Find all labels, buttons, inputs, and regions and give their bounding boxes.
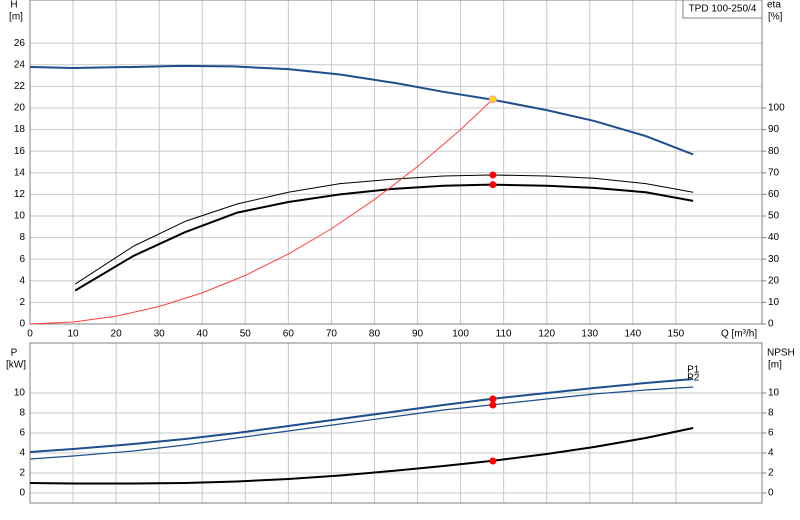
x-tick-label: 60 bbox=[283, 329, 295, 340]
series-line bbox=[29, 96, 496, 325]
x-tick-label: 120 bbox=[538, 329, 555, 340]
chart-title: TPD 100-250/4 bbox=[689, 4, 757, 15]
duty-point bbox=[489, 171, 497, 179]
x-tick-label: 90 bbox=[412, 329, 424, 340]
series-line bbox=[29, 378, 694, 453]
y2-axis-unit: [%] bbox=[768, 12, 783, 23]
y-tick-label: 6 bbox=[19, 428, 25, 439]
y2-tick-label: 60 bbox=[768, 189, 780, 200]
y2-axis-unit: [m] bbox=[768, 360, 782, 371]
x-tick-label: 110 bbox=[496, 329, 512, 340]
y2-tick-label: 50 bbox=[768, 211, 780, 222]
y2-tick-label: 100 bbox=[768, 103, 785, 114]
x-tick-label: 10 bbox=[67, 329, 79, 340]
plot-frame bbox=[29, 342, 763, 504]
y2-axis-label: NPSH bbox=[767, 348, 795, 359]
y2-tick-label: 10 bbox=[768, 388, 780, 399]
y-tick-label: 4 bbox=[19, 275, 25, 286]
x-tick-label: 150 bbox=[668, 329, 685, 340]
y-tick-label: 2 bbox=[19, 297, 25, 308]
y-tick-label: 16 bbox=[14, 146, 26, 157]
y2-tick-label: 2 bbox=[768, 468, 774, 479]
x-tick-label: 140 bbox=[624, 329, 641, 340]
y2-tick-label: 90 bbox=[768, 124, 780, 135]
y-tick-label: 22 bbox=[14, 81, 26, 92]
series-label: P1 bbox=[687, 365, 700, 376]
plot-frame bbox=[29, 0, 763, 325]
series-line bbox=[74, 183, 694, 292]
y2-tick-label: 10 bbox=[768, 297, 780, 308]
x-tick-label: 50 bbox=[240, 329, 252, 340]
y-tick-label: 0 bbox=[19, 319, 25, 330]
x-tick-label: 80 bbox=[369, 329, 381, 340]
y2-tick-label: 80 bbox=[768, 146, 780, 157]
title-box bbox=[682, 0, 763, 19]
x-tick-label: 40 bbox=[197, 329, 209, 340]
duty-point bbox=[488, 95, 497, 104]
y-tick-label: 14 bbox=[14, 167, 26, 178]
y-axis-unit: [kW] bbox=[6, 360, 26, 371]
series-line bbox=[29, 386, 694, 460]
y-tick-label: 26 bbox=[14, 38, 26, 49]
y-tick-label: 8 bbox=[19, 232, 25, 243]
y-tick-label: 0 bbox=[19, 488, 25, 499]
y2-tick-label: 0 bbox=[768, 319, 774, 330]
duty-point bbox=[489, 401, 497, 409]
y-tick-label: 12 bbox=[14, 189, 26, 200]
y-tick-label: 2 bbox=[19, 468, 25, 479]
duty-point bbox=[489, 181, 497, 189]
y-axis-label: H bbox=[10, 0, 17, 11]
y-tick-label: 18 bbox=[14, 124, 26, 135]
y-tick-label: 24 bbox=[14, 59, 26, 70]
x-tick-label: 30 bbox=[154, 329, 166, 340]
x-tick-label: 70 bbox=[326, 329, 338, 340]
series-line bbox=[29, 64, 694, 156]
y-tick-label: 6 bbox=[19, 254, 25, 265]
y-tick-label: 20 bbox=[14, 103, 26, 114]
y-tick-label: 8 bbox=[19, 408, 25, 419]
duty-point bbox=[489, 457, 497, 465]
y-axis-label: P bbox=[11, 348, 18, 359]
series-label: P2 bbox=[687, 373, 700, 384]
series-line bbox=[29, 427, 694, 485]
y2-tick-label: 0 bbox=[768, 488, 774, 499]
x-tick-label: 20 bbox=[111, 329, 123, 340]
series-line bbox=[74, 174, 694, 285]
y2-tick-label: 8 bbox=[768, 408, 774, 419]
y-axis-unit: [m] bbox=[9, 12, 23, 23]
x-tick-label: 0 bbox=[27, 329, 33, 340]
y2-tick-label: 70 bbox=[768, 167, 780, 178]
duty-point bbox=[489, 395, 497, 403]
y-tick-label: 10 bbox=[14, 211, 26, 222]
x-tick-label: 130 bbox=[581, 329, 598, 340]
y2-axis-label: eta bbox=[767, 0, 781, 11]
y2-tick-label: 20 bbox=[768, 275, 780, 286]
y-tick-label: 10 bbox=[14, 388, 26, 399]
y2-tick-label: 40 bbox=[768, 232, 780, 243]
y2-tick-label: 6 bbox=[768, 428, 774, 439]
y-tick-label: 4 bbox=[19, 448, 25, 459]
y2-tick-label: 4 bbox=[768, 448, 774, 459]
x-axis-label: Q [m³/h] bbox=[721, 329, 757, 340]
x-tick-label: 100 bbox=[452, 329, 469, 340]
y2-tick-label: 30 bbox=[768, 254, 780, 265]
